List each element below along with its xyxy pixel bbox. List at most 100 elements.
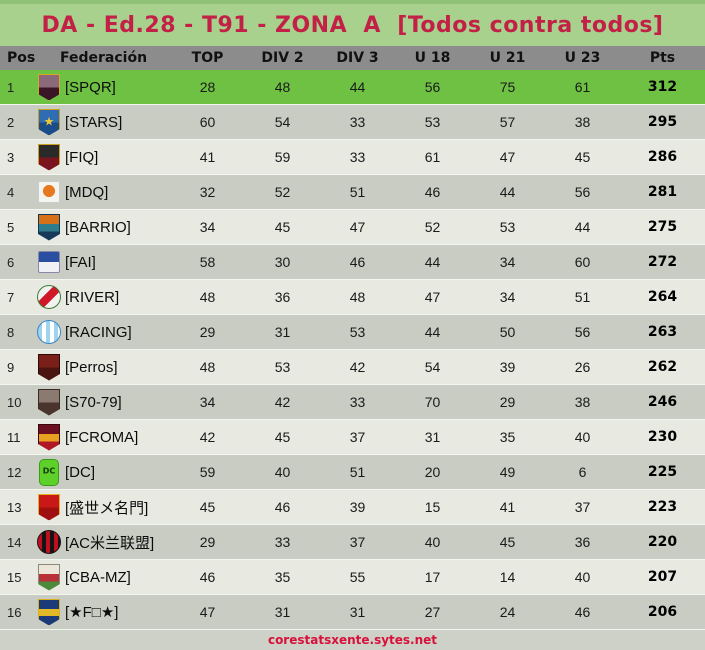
team-badge-cell (33, 530, 65, 554)
team-badge-cell (33, 388, 65, 416)
u23-value: 61 (574, 79, 591, 95)
u23-value: 60 (574, 254, 591, 270)
perros-dog-crest-icon (38, 353, 60, 381)
team-badge-cell (33, 563, 65, 591)
team-name: [MDQ] (65, 183, 109, 201)
points-value: 275 (647, 219, 678, 235)
team-badge-cell (33, 181, 65, 203)
top-value: 58 (199, 254, 216, 270)
position-number: 10 (7, 394, 22, 410)
table-row[interactable]: 2 ★ [STARS] 60 54 33 53 57 38 295 (0, 105, 705, 140)
u21-value: 39 (499, 359, 516, 375)
top-value: 29 (199, 324, 216, 340)
u23-value: 40 (574, 429, 591, 445)
column-header-div3: DIV 3 (336, 50, 379, 66)
team-badge-cell: ★ (33, 108, 65, 136)
column-header-u21: U 21 (489, 50, 526, 66)
points-value: 295 (647, 114, 678, 130)
standings-table-body: 1 [SPQR] 28 48 44 56 75 61 312 2 ★ [STAR… (0, 70, 705, 630)
div3-value: 53 (349, 324, 366, 340)
table-row[interactable]: 1 [SPQR] 28 48 44 56 75 61 312 (0, 70, 705, 105)
table-row[interactable]: 7 [RIVER] 48 36 48 47 34 51 264 (0, 280, 705, 315)
div3-value: 37 (349, 429, 366, 445)
u18-value: 61 (424, 149, 441, 165)
team-badge-cell (33, 353, 65, 381)
div3-value: 33 (349, 394, 366, 410)
div3-value: 31 (349, 604, 366, 620)
position-number: 5 (7, 219, 15, 235)
table-row[interactable]: 3 [FIQ] 41 59 33 61 47 45 286 (0, 140, 705, 175)
u18-value: 54 (424, 359, 441, 375)
top-value: 41 (199, 149, 216, 165)
u21-value: 14 (499, 569, 516, 585)
position-number: 4 (7, 184, 15, 200)
u18-value: 70 (424, 394, 441, 410)
position-number: 1 (7, 79, 15, 95)
div2-value: 52 (274, 184, 291, 200)
points-value: 225 (647, 464, 678, 480)
star-shield-crest-icon: ★ (38, 108, 60, 136)
team-name: [Perros] (65, 358, 118, 376)
mdq-sail-logo-icon (38, 181, 60, 203)
table-row[interactable]: 15 [CBA-MZ] 46 35 55 17 14 40 207 (0, 560, 705, 595)
table-row[interactable]: 4 [MDQ] 32 52 51 46 44 56 281 (0, 175, 705, 210)
u21-value: 53 (499, 219, 516, 235)
table-row[interactable]: 13 [盛世メ名門] 45 46 39 15 41 37 223 (0, 490, 705, 525)
racing-stripes-crest-icon (37, 320, 61, 344)
top-value: 60 (199, 114, 216, 130)
team-badge-cell (33, 320, 65, 344)
fiq-skull-crest-icon (38, 143, 60, 171)
team-badge-cell (33, 493, 65, 521)
points-value: 286 (647, 149, 678, 165)
table-row[interactable]: 14 [AC米兰联盟] 29 33 37 40 45 36 220 (0, 525, 705, 560)
top-value: 34 (199, 394, 216, 410)
table-row[interactable]: 16 [★F□★] 47 31 31 27 24 46 206 (0, 595, 705, 630)
cba-mz-castle-crest-icon (38, 563, 60, 591)
div3-value: 51 (349, 184, 366, 200)
table-row[interactable]: 12 DC [DC] 59 40 51 20 49 6 225 (0, 455, 705, 490)
column-header-div2: DIV 2 (261, 50, 304, 66)
u21-value: 49 (499, 464, 516, 480)
team-name: [AC米兰联盟] (65, 534, 155, 552)
table-row[interactable]: 9 [Perros] 48 53 42 54 39 26 262 (0, 350, 705, 385)
table-row[interactable]: 11 [FCROMA] 42 45 37 31 35 40 230 (0, 420, 705, 455)
points-value: 263 (647, 324, 678, 340)
position-number: 9 (7, 359, 15, 375)
column-header-pos: Pos (7, 50, 36, 66)
position-number: 6 (7, 254, 15, 270)
u23-value: 51 (574, 289, 591, 305)
u18-value: 44 (424, 324, 441, 340)
table-row[interactable]: 10 [S70-79] 34 42 33 70 29 38 246 (0, 385, 705, 420)
u23-value: 45 (574, 149, 591, 165)
u18-value: 53 (424, 114, 441, 130)
team-badge-cell (33, 143, 65, 171)
badge-glyph: DC (42, 466, 56, 476)
div3-value: 47 (349, 219, 366, 235)
table-row[interactable]: 5 [BARRIO] 34 45 47 52 53 44 275 (0, 210, 705, 245)
table-row[interactable]: 8 [RACING] 29 31 53 44 50 56 263 (0, 315, 705, 350)
u21-value: 47 (499, 149, 516, 165)
u21-value: 41 (499, 499, 516, 515)
u18-value: 40 (424, 534, 441, 550)
footer-link[interactable]: corestatsxente.sytes.net (267, 633, 438, 647)
div2-value: 36 (274, 289, 291, 305)
u21-value: 44 (499, 184, 516, 200)
table-row[interactable]: 6 [FAI] 58 30 46 44 34 60 272 (0, 245, 705, 280)
points-value: 230 (647, 429, 678, 445)
red-gold-crest-icon (38, 493, 60, 521)
div2-value: 40 (274, 464, 291, 480)
top-value: 42 (199, 429, 216, 445)
u21-value: 50 (499, 324, 516, 340)
top-value: 48 (199, 289, 216, 305)
div2-value: 33 (274, 534, 291, 550)
team-badge-cell (33, 423, 65, 451)
u23-value: 6 (578, 464, 587, 480)
team-name: [FAI] (65, 253, 96, 271)
points-value: 312 (647, 79, 678, 95)
u23-value: 44 (574, 219, 591, 235)
div3-value: 48 (349, 289, 366, 305)
u21-value: 34 (499, 254, 516, 270)
top-value: 32 (199, 184, 216, 200)
div3-value: 39 (349, 499, 366, 515)
